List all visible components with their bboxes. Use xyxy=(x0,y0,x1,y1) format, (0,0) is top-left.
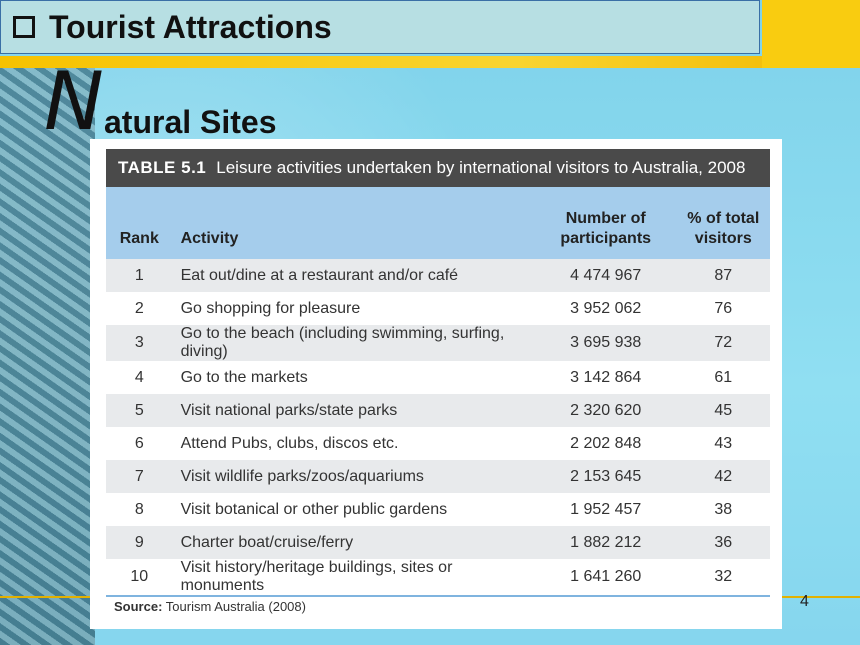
leisure-activities-table: Rank Activity Number of participants % o… xyxy=(106,187,770,597)
header-percent-line2: visitors xyxy=(694,230,752,247)
cell-percent: 43 xyxy=(676,427,770,460)
header-participants-line1: Number of xyxy=(565,210,646,227)
table-card: TABLE 5.1 Leisure activities undertaken … xyxy=(90,139,782,629)
header-activity: Activity xyxy=(172,187,535,259)
slide-title: Tourist Attractions xyxy=(49,8,332,45)
cell-participants: 2 202 848 xyxy=(534,427,677,460)
checkbox-bullet-icon xyxy=(13,16,35,38)
cell-rank: 2 xyxy=(106,292,173,325)
cell-activity: Go to the markets xyxy=(172,361,535,394)
cell-rank: 7 xyxy=(106,460,173,493)
cell-rank: 1 xyxy=(106,259,173,292)
table-caption-label: TABLE 5.1 xyxy=(118,158,207,177)
cell-activity: Eat out/dine at a restaurant and/or café xyxy=(172,259,535,292)
cell-percent: 72 xyxy=(676,325,770,361)
cell-activity: Go shopping for pleasure xyxy=(172,292,535,325)
cell-rank: 9 xyxy=(106,526,173,559)
cell-activity: Attend Pubs, clubs, discos etc. xyxy=(172,427,535,460)
header-participants: Number of participants xyxy=(534,187,677,259)
table-row: 4 Go to the markets 3 142 864 61 xyxy=(106,361,770,394)
source-label: Source: xyxy=(114,599,163,614)
table-source: Source: Tourism Australia (2008) xyxy=(114,599,306,614)
table-header-row: Rank Activity Number of participants % o… xyxy=(106,187,770,259)
cell-activity: Visit wildlife parks/zoos/aquariums xyxy=(172,460,535,493)
cell-activity: Visit botanical or other public gardens xyxy=(172,493,535,526)
cell-activity: Go to the beach (including swimming, sur… xyxy=(172,325,535,361)
header-participants-line2: participants xyxy=(560,230,652,247)
cell-participants: 3 952 062 xyxy=(534,292,677,325)
cell-participants: 1 952 457 xyxy=(534,493,677,526)
cell-rank: 5 xyxy=(106,394,173,427)
header-percent-line1: % of total xyxy=(687,210,760,227)
table-row: 9 Charter boat/cruise/ferry 1 882 212 36 xyxy=(106,526,770,559)
source-text: Tourism Australia (2008) xyxy=(165,599,306,614)
cell-participants: 1 641 260 xyxy=(534,559,677,597)
cell-rank: 4 xyxy=(106,361,173,394)
gold-corner xyxy=(762,0,860,68)
cell-percent: 32 xyxy=(676,559,770,597)
cell-percent: 42 xyxy=(676,460,770,493)
cell-percent: 76 xyxy=(676,292,770,325)
header-percent: % of total visitors xyxy=(676,187,770,259)
gold-band xyxy=(0,56,860,68)
table-row: 5 Visit national parks/state parks 2 320… xyxy=(106,394,770,427)
cell-participants: 2 320 620 xyxy=(534,394,677,427)
table-row: 1 Eat out/dine at a restaurant and/or ca… xyxy=(106,259,770,292)
cell-participants: 2 153 645 xyxy=(534,460,677,493)
background-photo xyxy=(0,65,95,645)
cell-rank: 3 xyxy=(106,325,173,361)
cell-percent: 87 xyxy=(676,259,770,292)
cell-participants: 4 474 967 xyxy=(534,259,677,292)
cell-activity: Charter boat/cruise/ferry xyxy=(172,526,535,559)
cell-rank: 8 xyxy=(106,493,173,526)
table-caption-text: Leisure activities undertaken by interna… xyxy=(216,158,746,177)
page-number: 4 xyxy=(800,593,809,610)
cell-activity: Visit national parks/state parks xyxy=(172,394,535,427)
header-rank: Rank xyxy=(106,187,173,259)
cell-rank: 6 xyxy=(106,427,173,460)
subtitle: atural Sites xyxy=(104,104,277,140)
table-row: 7 Visit wildlife parks/zoos/aquariums 2 … xyxy=(106,460,770,493)
cell-rank: 10 xyxy=(106,559,173,597)
cell-percent: 45 xyxy=(676,394,770,427)
cell-activity: Visit history/heritage buildings, sites … xyxy=(172,559,535,597)
table-row: 2 Go shopping for pleasure 3 952 062 76 xyxy=(106,292,770,325)
cell-participants: 1 882 212 xyxy=(534,526,677,559)
cell-percent: 38 xyxy=(676,493,770,526)
table-caption: TABLE 5.1 Leisure activities undertaken … xyxy=(106,149,770,187)
subtitle-initial: N xyxy=(44,55,104,148)
table-row: 8 Visit botanical or other public garden… xyxy=(106,493,770,526)
table-row: 10 Visit history/heritage buildings, sit… xyxy=(106,559,770,597)
cell-participants: 3 142 864 xyxy=(534,361,677,394)
table-row: 3 Go to the beach (including swimming, s… xyxy=(106,325,770,361)
cell-percent: 36 xyxy=(676,526,770,559)
cell-percent: 61 xyxy=(676,361,770,394)
title-bar: Tourist Attractions xyxy=(0,0,760,54)
cell-participants: 3 695 938 xyxy=(534,325,677,361)
table-row: 6 Attend Pubs, clubs, discos etc. 2 202 … xyxy=(106,427,770,460)
